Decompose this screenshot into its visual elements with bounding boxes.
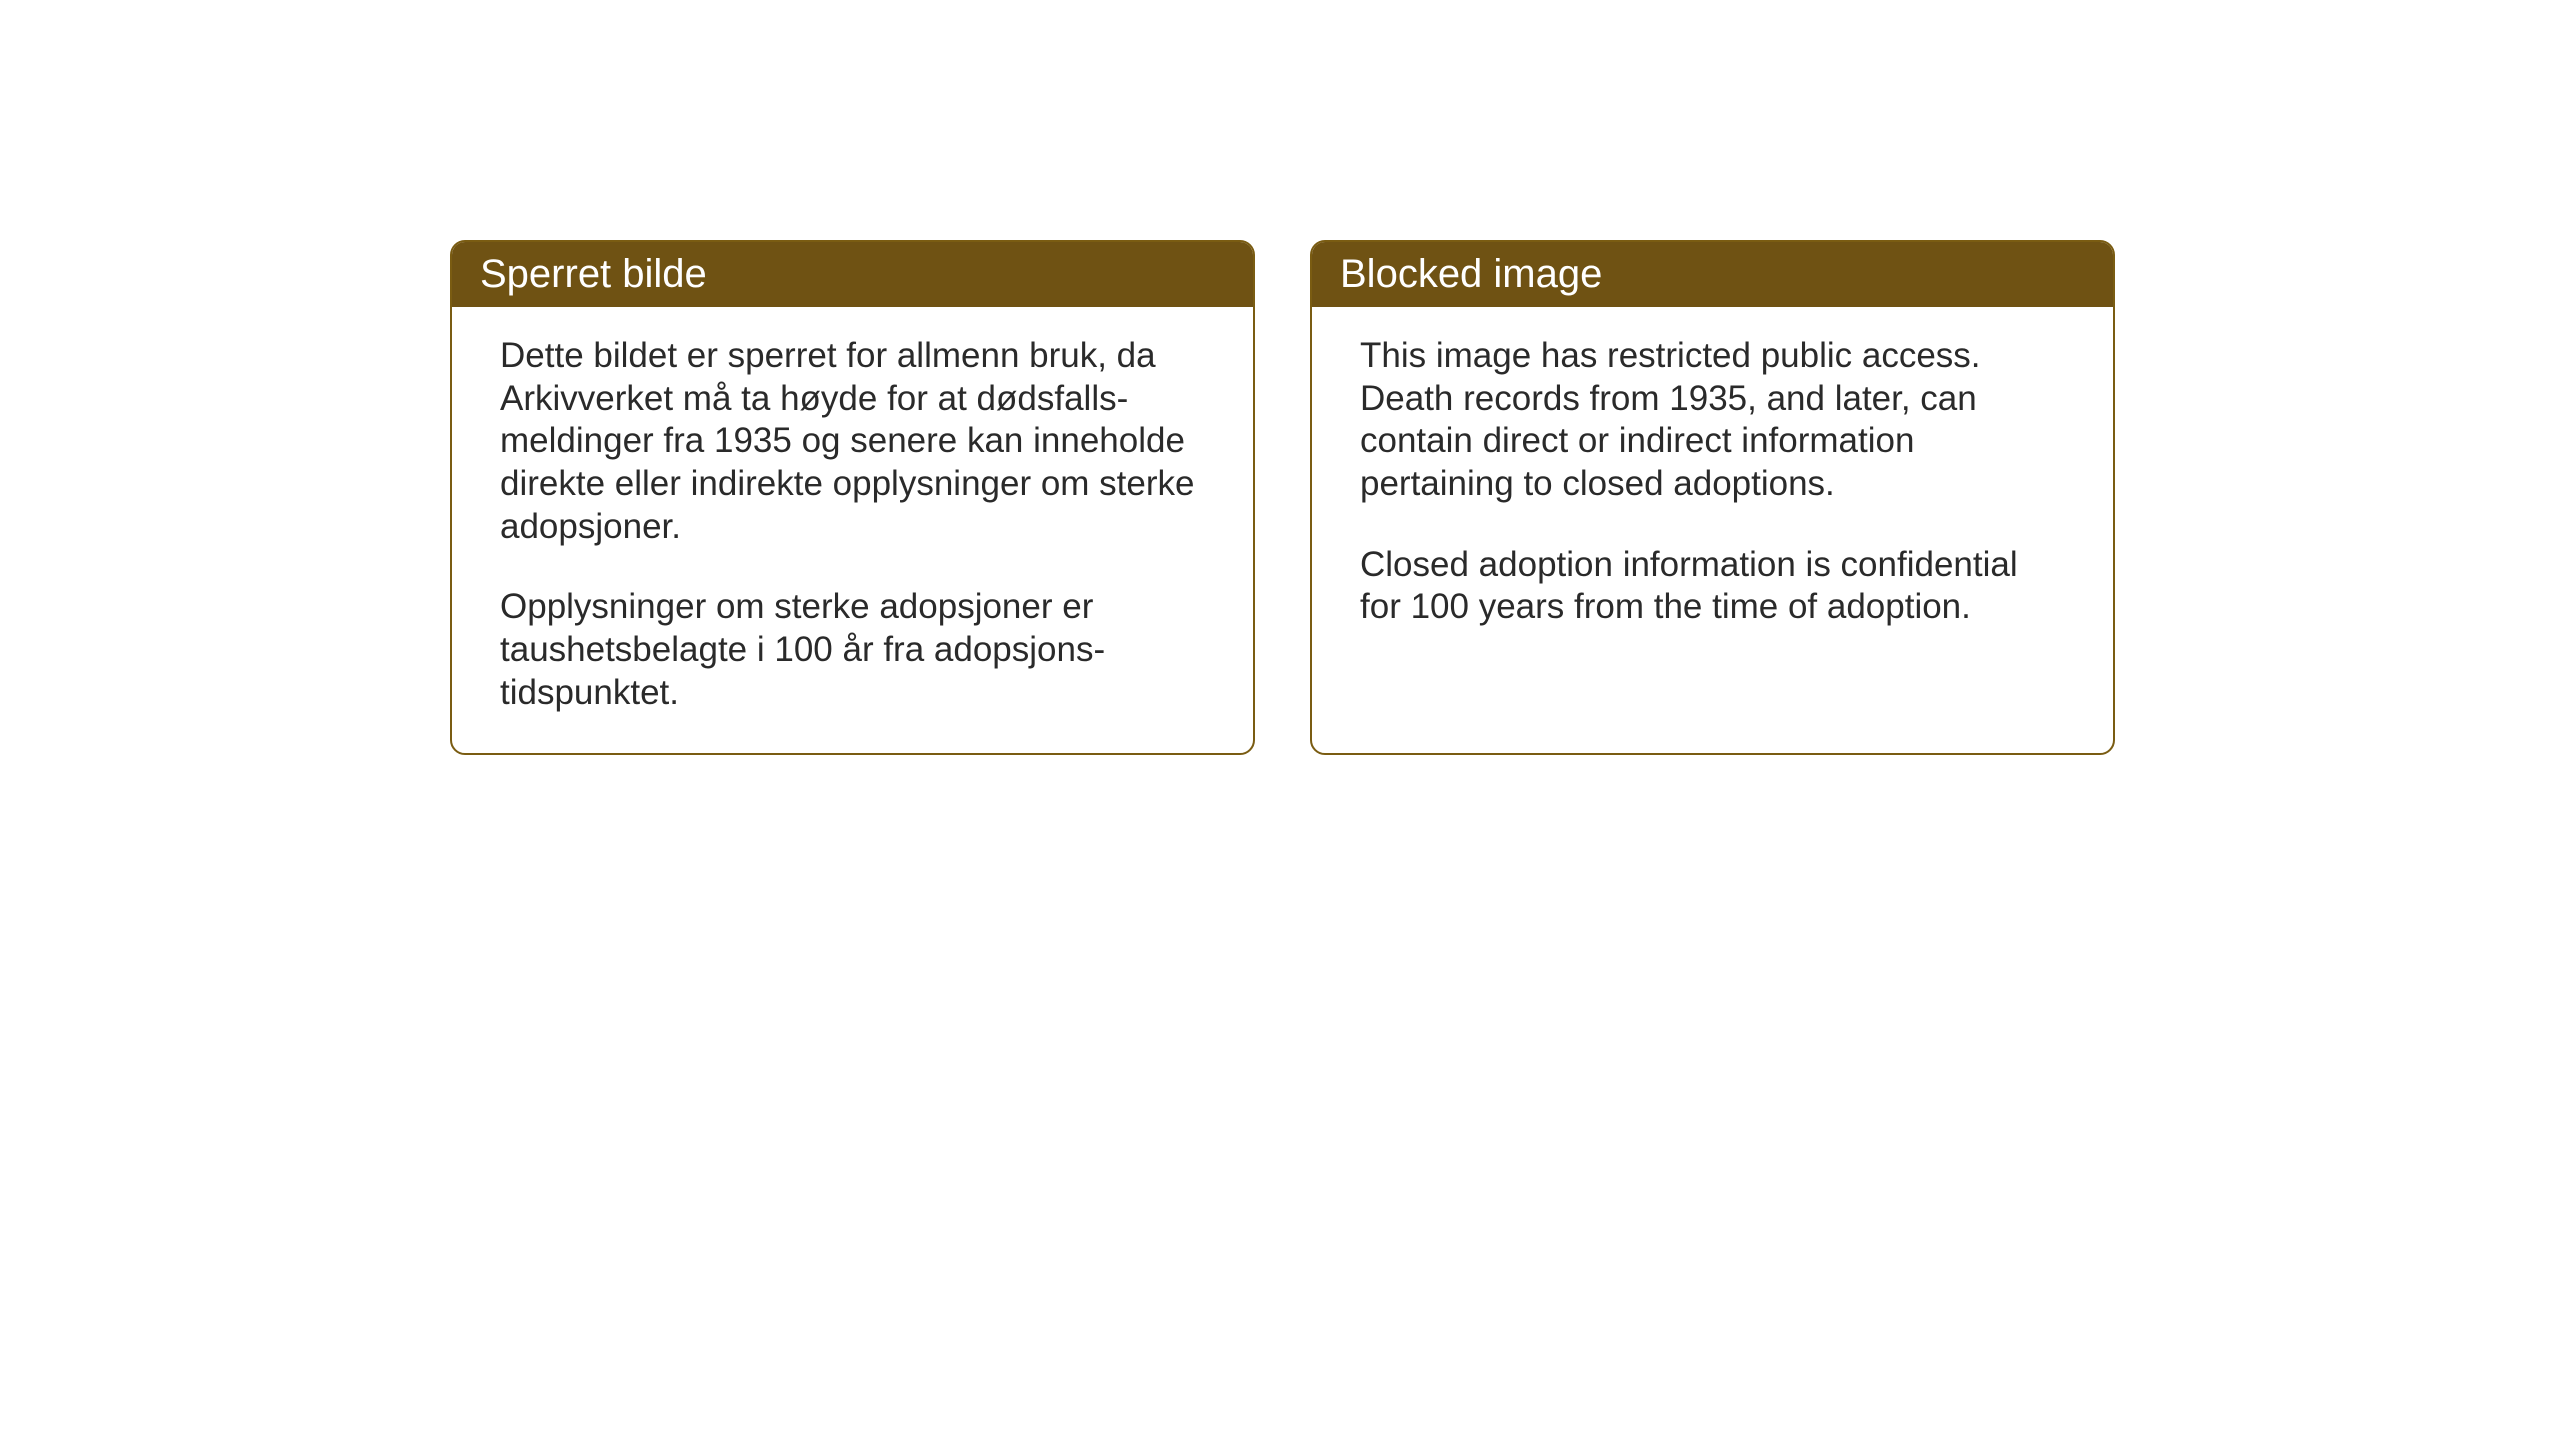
notice-container: Sperret bilde Dette bildet er sperret fo…	[450, 240, 2115, 755]
notice-card-english: Blocked image This image has restricted …	[1310, 240, 2115, 755]
card-title-norwegian: Sperret bilde	[480, 252, 707, 296]
notice-card-norwegian: Sperret bilde Dette bildet er sperret fo…	[450, 240, 1255, 755]
paragraph-norwegian-1: Dette bildet er sperret for allmenn bruk…	[500, 335, 1205, 548]
card-header-norwegian: Sperret bilde	[452, 242, 1253, 307]
paragraph-english-1: This image has restricted public access.…	[1360, 335, 2065, 506]
card-header-english: Blocked image	[1312, 242, 2113, 307]
card-title-english: Blocked image	[1340, 252, 1602, 296]
card-body-english: This image has restricted public access.…	[1312, 307, 2113, 737]
paragraph-norwegian-2: Opplysninger om sterke adopsjoner er tau…	[500, 586, 1205, 714]
card-body-norwegian: Dette bildet er sperret for allmenn bruk…	[452, 307, 1253, 753]
paragraph-english-2: Closed adoption information is confident…	[1360, 544, 2065, 629]
